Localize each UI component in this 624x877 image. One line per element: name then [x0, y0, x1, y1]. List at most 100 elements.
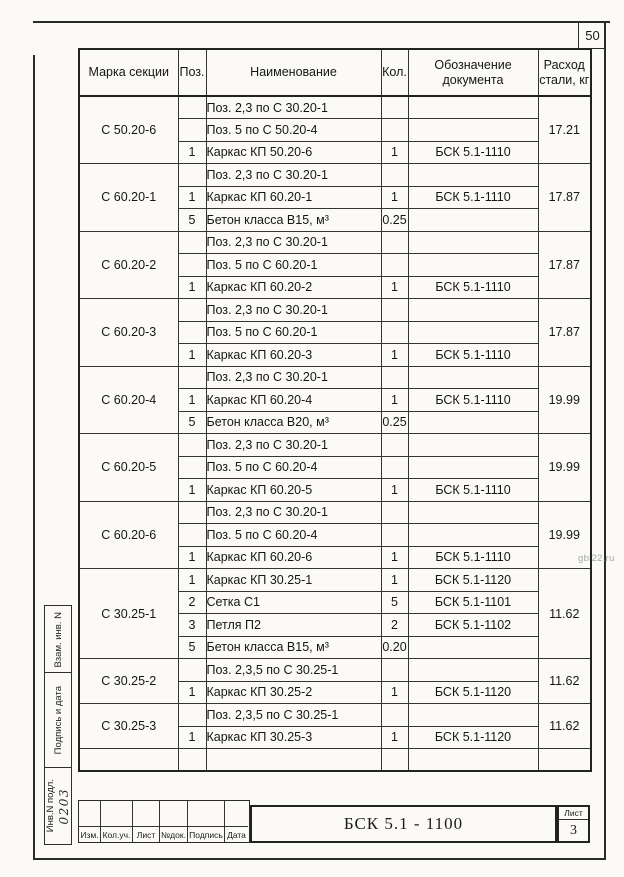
name-cell: Каркас КП 60.20-2: [205, 275, 382, 299]
revision-col: Подпись: [188, 801, 225, 842]
pos-cell: 5: [177, 635, 207, 659]
pos-cell: 5: [177, 208, 207, 232]
qty-cell: [380, 298, 409, 322]
doc-cell: БСК 5.1-1110: [407, 140, 539, 164]
name-cell: Каркас КП 60.20-1: [205, 185, 382, 209]
table-row: Поз. 5 по С 50.20-4: [79, 118, 591, 142]
doc-cell: [407, 703, 539, 727]
revision-empty-cell: [160, 801, 187, 827]
table-row: Поз. 5 по С 60.20-1: [79, 253, 591, 277]
doc-cell: [407, 298, 539, 322]
qty-cell: 0.25: [380, 208, 409, 232]
qty-cell: 5: [380, 590, 409, 614]
pos-cell: [177, 433, 207, 457]
qty-cell: [380, 320, 409, 344]
qty-cell: 1: [380, 140, 409, 164]
doc-cell: БСК 5.1-1120: [407, 568, 539, 592]
revision-empty-cell: [101, 801, 132, 827]
doc-cell: [407, 455, 539, 479]
qty-cell: [380, 658, 409, 682]
qty-cell: [380, 118, 409, 142]
qty-cell: 1: [380, 478, 409, 502]
pos-cell: 1: [177, 388, 207, 412]
name-cell: Поз. 2,3 по С 30.20-1: [205, 230, 382, 254]
pos-cell: [177, 365, 207, 389]
pos-cell: [177, 320, 207, 344]
mark-cell: С 30.25-1: [78, 568, 179, 659]
qty-cell: [380, 455, 409, 479]
table-row: С 50.20-6 Поз. 2,3 по С 30.20-1 17.21: [78, 95, 592, 164]
table-row: Поз. 5 по С 60.20-4: [79, 455, 591, 479]
doc-cell: [407, 500, 539, 524]
frame-bottom-line: [33, 858, 606, 860]
table-header-row: Марка секции Поз. Наименование Кол. Обоз…: [78, 48, 592, 97]
name-cell: Поз. 5 по С 50.20-4: [205, 118, 382, 142]
name-cell: Каркас КП 60.20-4: [205, 388, 382, 412]
pos-cell: [177, 298, 207, 322]
spec-table-body: С 50.20-6 Поз. 2,3 по С 30.20-1 17.21 Поз. …: [78, 95, 592, 772]
stamp-box-inv-podl: Инв.N подл. 0203: [44, 767, 72, 845]
pos-cell: [177, 658, 207, 682]
mark-cell: С 60.20-3: [78, 298, 179, 367]
qty-cell: 0.25: [380, 410, 409, 434]
doc-cell: [407, 230, 539, 254]
pos-cell: [177, 500, 207, 524]
qty-cell: [380, 433, 409, 457]
doc-cell: [407, 523, 539, 547]
table-row: С 60.20-5 Поз. 2,3 по С 30.20-1 19.99: [78, 433, 592, 502]
mark-cell: С 60.20-6: [78, 500, 179, 569]
stamp-label: Подпись и дата: [52, 686, 64, 755]
page-number-box: 50: [578, 23, 606, 49]
qty-cell: [380, 95, 409, 119]
sheet-box: Лист 3: [557, 805, 590, 843]
table-row: С 60.20-4 Поз. 2,3 по С 30.20-1 19.99: [78, 365, 592, 434]
sheet-number: 3: [570, 822, 577, 838]
doc-cell: [407, 658, 539, 682]
qty-cell: [380, 365, 409, 389]
consumption-cell: 11.62: [537, 568, 592, 659]
revision-label: Лист: [136, 829, 156, 840]
doc-cell: БСК 5.1-1110: [407, 478, 539, 502]
doc-cell: БСК 5.1-1120: [407, 725, 539, 749]
mark-cell: С 60.20-2: [78, 230, 179, 299]
table-row: 2 Сетка С1 5 БСК 5.1-1101: [79, 590, 591, 614]
pos-cell: 3: [177, 613, 207, 637]
pos-cell: 5: [177, 410, 207, 434]
doc-cell: [407, 365, 539, 389]
doc-cell: БСК 5.1-1110: [407, 545, 539, 569]
name-cell: Бетон класса В15, м³: [205, 635, 382, 659]
table-row: [78, 748, 592, 772]
revision-empty-cell: [188, 801, 224, 827]
consumption-cell: 17.87: [537, 163, 592, 232]
table-row: 1 Каркас КП 60.20-4 1 БСК 5.1-1110: [79, 388, 591, 412]
name-cell: Поз. 2,3 по С 30.20-1: [205, 433, 382, 457]
table-row: С 60.20-2 Поз. 2,3 по С 30.20-1 17.87: [78, 230, 592, 299]
stamp-label: Взам. инв. N: [52, 611, 64, 668]
name-cell: [205, 748, 382, 772]
doc-cell: [407, 433, 539, 457]
qty-cell: [380, 500, 409, 524]
mark-cell: С 30.25-3: [78, 703, 179, 749]
table-row: С 30.25-3 Поз. 2,3,5 по С 30.25-1 11.62: [78, 703, 592, 749]
doc-cell: БСК 5.1-1110: [407, 185, 539, 209]
name-cell: Каркас КП 30.25-1: [205, 568, 382, 592]
table-row: С 30.25-1 1 Каркас КП 30.25-1 1 БСК 5.1-1120…: [78, 568, 592, 659]
table-row: 1 Каркас КП 60.20-5 1 БСК 5.1-1110: [79, 478, 591, 502]
doc-cell: [407, 635, 539, 659]
name-cell: Каркас КП 60.20-5: [205, 478, 382, 502]
stamp-box-vzam-inv: Взам. инв. N: [44, 605, 72, 674]
name-cell: Поз. 2,3 по С 30.20-1: [205, 365, 382, 389]
doc-cell: [407, 748, 539, 772]
table-row: С 60.20-3 Поз. 2,3 по С 30.20-1 17.87: [78, 298, 592, 367]
name-cell: Каркас КП 60.20-3: [205, 343, 382, 367]
table-row: 3 Петля П2 2 БСК 5.1-1102: [79, 613, 591, 637]
name-cell: Каркас КП 30.25-2: [205, 680, 382, 704]
pos-cell: [177, 230, 207, 254]
doc-cell: БСК 5.1-1102: [407, 613, 539, 637]
qty-cell: 1: [380, 568, 409, 592]
table-row: 5 Бетон класса В15, м³ 0.25: [79, 208, 591, 232]
pos-cell: [177, 455, 207, 479]
handwritten-inventory-number: 0203: [57, 787, 71, 825]
doc-cell: БСК 5.1-1110: [407, 343, 539, 367]
pos-cell: [177, 118, 207, 142]
